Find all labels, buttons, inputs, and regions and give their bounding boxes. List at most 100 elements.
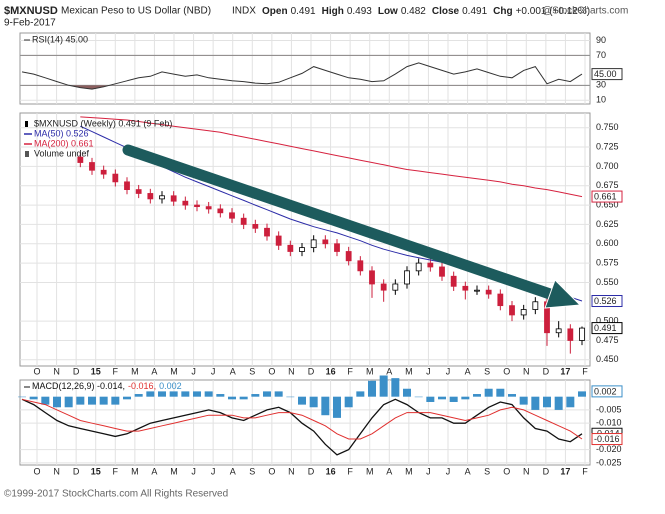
month-label: M: [131, 366, 139, 376]
month-label: A: [465, 466, 471, 476]
histogram-bar: [391, 378, 400, 397]
histogram-bar: [578, 391, 586, 397]
month-label: A: [230, 466, 236, 476]
volume-legend: Volume undef: [34, 148, 90, 158]
histogram-bar: [508, 394, 516, 397]
histogram-bar: [531, 396, 540, 410]
y-tick-label: -0.020: [596, 444, 622, 454]
month-label: 17: [560, 466, 570, 476]
month-label: M: [405, 466, 413, 476]
value-box-label: 0.526: [594, 296, 617, 306]
candle-body: [229, 212, 235, 219]
candle-body: [217, 208, 224, 214]
histogram-bar: [228, 396, 236, 400]
candle-body: [392, 283, 399, 291]
candle-body: [497, 293, 504, 307]
month-label: D: [543, 466, 550, 476]
month-label: 17: [560, 366, 570, 376]
histogram-bar: [18, 396, 26, 398]
month-label: N: [288, 466, 295, 476]
candle-body: [404, 270, 410, 285]
histogram-bar: [321, 396, 330, 416]
histogram-bar: [449, 396, 458, 402]
value-box: [591, 68, 623, 81]
candle-body: [252, 224, 259, 229]
month-label: D: [308, 466, 315, 476]
candle-body: [124, 181, 130, 190]
quote-label: High: [322, 6, 344, 17]
histogram-bar: [169, 391, 178, 397]
y-tick-label: 10: [596, 95, 606, 105]
histogram-bar: [204, 391, 213, 397]
y-tick-label: 70: [596, 50, 606, 60]
month-label: S: [249, 366, 255, 376]
candle-body: [275, 235, 282, 246]
month-label: 15: [91, 366, 101, 376]
histogram-bar: [158, 391, 166, 397]
arrow-head: [544, 279, 582, 309]
y-tick-label: 0.750: [596, 122, 619, 132]
histogram-bar: [53, 396, 61, 408]
candle-body: [567, 328, 574, 341]
candle-body: [532, 301, 539, 310]
date: 9-Feb-2017: [4, 18, 56, 29]
month-label: S: [249, 466, 255, 476]
histogram-bar: [146, 391, 155, 397]
histogram-bar: [309, 396, 318, 408]
histogram-bar: [566, 396, 575, 408]
macd-line: [21, 398, 583, 456]
quote-value: 0.493: [347, 6, 372, 17]
candle-body: [427, 262, 434, 268]
value-box: [591, 433, 623, 446]
month-label: F: [113, 466, 119, 476]
histogram-bar: [29, 396, 38, 400]
histogram-bar: [344, 396, 353, 408]
macd-legend-part: -0.016,: [128, 381, 156, 391]
overbought-fill: [22, 55, 582, 56]
month-label: 16: [326, 466, 336, 476]
month-label: N: [523, 466, 530, 476]
month-label: J: [211, 466, 216, 476]
month-label: N: [523, 366, 530, 376]
histogram-bar: [543, 396, 551, 408]
histogram-bar: [461, 396, 470, 400]
candle-body: [357, 260, 364, 272]
candle-body: [345, 251, 352, 262]
histogram-bar: [426, 396, 435, 402]
candle-body: [322, 239, 329, 245]
macd-legend-part: 0.002: [159, 381, 182, 391]
histogram-bar: [64, 396, 73, 408]
month-label: O: [268, 466, 275, 476]
y-tick-label: 0.450: [596, 354, 619, 364]
y-tick-label: 0.500: [596, 316, 619, 326]
footer: ©1999-2017 StockCharts.com All Rights Re…: [4, 489, 228, 500]
histogram-bar: [274, 391, 283, 397]
y-tick-label: 0.675: [596, 180, 619, 190]
candle-body: [194, 204, 200, 208]
value-box-label: -0.016: [594, 434, 620, 444]
candle-body: [310, 239, 317, 249]
y-tick-label: 0.575: [596, 257, 619, 267]
candle-body: [299, 247, 305, 252]
quote-value: 0.491: [462, 6, 487, 17]
candle-body: [182, 200, 189, 206]
month-label: O: [33, 366, 40, 376]
month-label: D: [543, 366, 550, 376]
value-box-label: 0.491: [594, 323, 617, 333]
quote-value: 0.482: [401, 6, 426, 17]
quote-label: Open: [262, 6, 288, 17]
candle-body: [89, 162, 95, 171]
candle-body: [205, 206, 212, 210]
month-label: S: [484, 366, 490, 376]
y-tick-label: 0.475: [596, 335, 619, 345]
histogram-bar: [298, 396, 306, 405]
candle-body: [77, 156, 84, 163]
histogram-bar: [239, 396, 248, 400]
value-box-label: 0.002: [594, 386, 617, 396]
month-label: A: [386, 466, 392, 476]
month-label: F: [347, 366, 353, 376]
month-label: 15: [91, 466, 101, 476]
candle-body: [439, 266, 445, 277]
month-label: N: [53, 366, 60, 376]
